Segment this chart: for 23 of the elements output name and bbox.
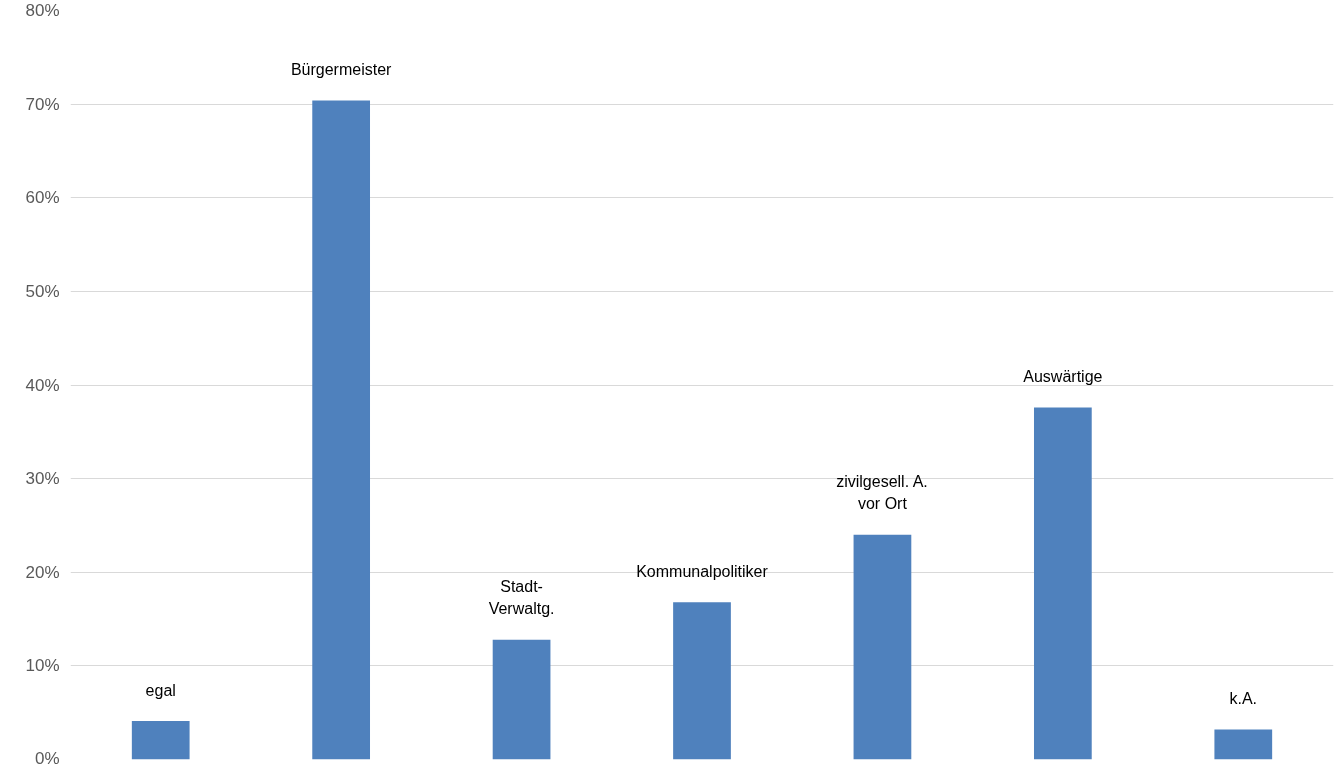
y-tick-label: 80% [25, 1, 60, 20]
y-tick-label: 70% [25, 94, 60, 114]
y-tick-label: 30% [25, 469, 60, 489]
x-tick-label: zivilgesell. A. vor Ort [836, 473, 928, 513]
x-tick-label: Kommunalpolitiker [636, 562, 769, 580]
y-tick-label: 0% [34, 748, 60, 767]
bar [853, 534, 912, 760]
bar [673, 602, 731, 760]
y-tick-label: 40% [25, 375, 60, 395]
x-tick-label: Bürgermeister [290, 60, 393, 78]
bar [131, 721, 190, 760]
bar [312, 100, 371, 760]
y-tick-label: 60% [25, 188, 60, 208]
y-tick-label: 10% [25, 656, 60, 676]
bar [492, 639, 551, 760]
y-tick-label: 20% [25, 562, 60, 582]
x-tick-label: k.A. [1229, 690, 1258, 708]
x-tick-label: Auswärtige [1023, 368, 1103, 385]
bar [1214, 729, 1273, 760]
x-tick-label: egal [145, 681, 176, 699]
bar [1033, 407, 1092, 760]
x-tick-label: Stadt- Verwaltg. [488, 578, 555, 618]
y-tick-label: 50% [25, 281, 60, 301]
